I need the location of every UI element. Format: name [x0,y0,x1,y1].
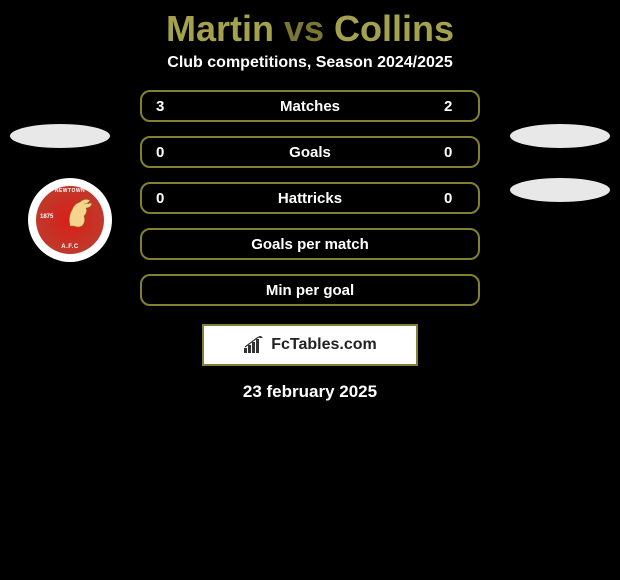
stat-right-value: 0 [444,144,464,161]
crest-name-top: NEWTOWN [55,188,85,194]
stat-row-goals: 0 Goals 0 [140,136,480,168]
vs-label: vs [284,8,324,49]
stat-right-value: 2 [444,98,464,115]
stat-label: Matches [176,98,444,115]
stat-row-min-per-goal: Min per goal [140,274,480,306]
player2-badge-placeholder-1 [510,124,610,148]
stat-row-matches: 3 Matches 2 [140,90,480,122]
stat-right-value: 0 [444,190,464,207]
stat-left-value: 0 [156,190,176,207]
subtitle: Club competitions, Season 2024/2025 [0,54,620,90]
date-label: 23 february 2025 [0,382,620,402]
stat-label: Goals per match [156,236,464,253]
comparison-card: Martin vs Collins Club competitions, Sea… [0,0,620,402]
stat-label: Hattricks [176,190,444,207]
player1-badge-placeholder [10,124,110,148]
crest-name-bottom: A.F.C [61,244,79,250]
club-crest: 1875 NEWTOWN A.F.C [28,178,112,262]
stat-left-value: 3 [156,98,176,115]
griffin-icon [64,196,94,230]
stat-label: Min per goal [156,282,464,299]
stat-left-value: 0 [156,144,176,161]
player2-badge-placeholder-2 [510,178,610,202]
stat-row-hattricks: 0 Hattricks 0 [140,182,480,214]
stat-row-goals-per-match: Goals per match [140,228,480,260]
bars-icon [243,336,265,354]
watermark: FcTables.com [202,324,418,366]
crest-year: 1875 [40,214,53,220]
title: Martin vs Collins [0,0,620,54]
watermark-text: FcTables.com [271,336,377,354]
crest-shield: 1875 NEWTOWN A.F.C [36,186,104,254]
player1-name: Martin [166,8,274,49]
player2-name: Collins [334,8,454,49]
stat-label: Goals [176,144,444,161]
stats-table: 3 Matches 2 0 Goals 0 0 Hattricks 0 Goal… [140,90,480,306]
